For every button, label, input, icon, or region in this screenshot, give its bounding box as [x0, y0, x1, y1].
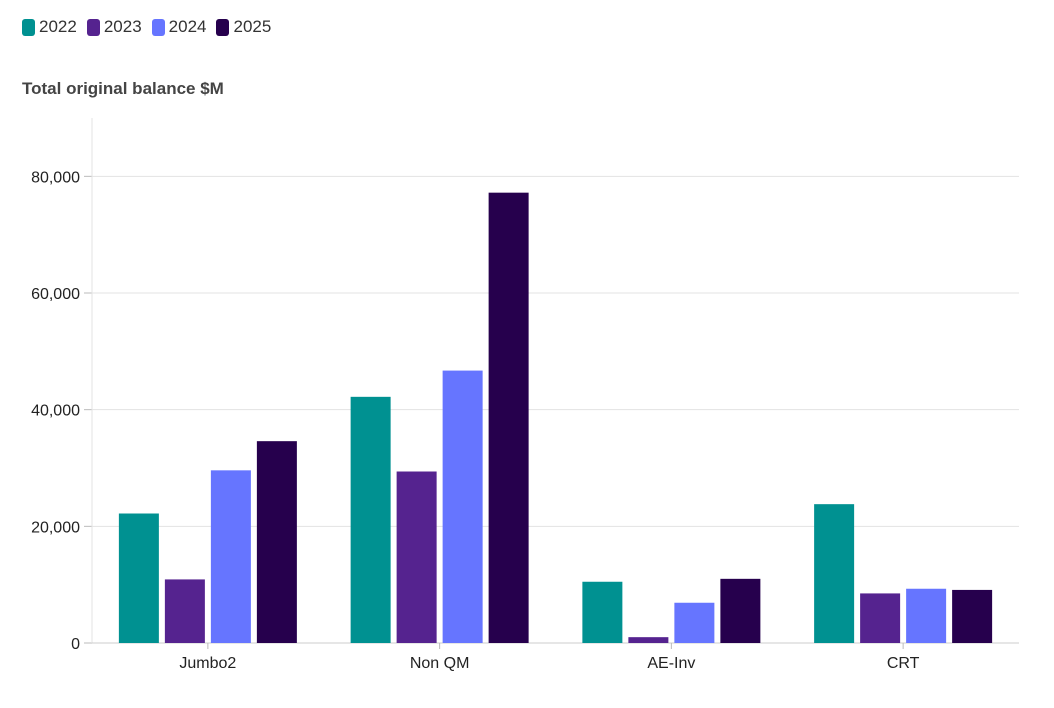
y-tick-label: 60,000: [31, 286, 80, 303]
bar-jumbo2-2022[interactable]: [118, 513, 159, 644]
legend-swatch: [151, 18, 165, 36]
legend-label: 2025: [233, 17, 272, 36]
bars: [118, 192, 993, 644]
x-tick-label: AE-Inv: [647, 655, 695, 672]
bar-ae-inv-2023[interactable]: [628, 637, 669, 643]
bar-ae-inv-2024[interactable]: [674, 602, 715, 643]
bar-non-qm-2023[interactable]: [396, 471, 437, 644]
legend-item-2024[interactable]: 2024: [151, 17, 207, 37]
bar-non-qm-2025[interactable]: [488, 192, 529, 643]
bar-jumbo2-2025[interactable]: [256, 441, 297, 643]
bar-ae-inv-2025[interactable]: [720, 578, 761, 643]
legend-swatch: [22, 18, 35, 36]
chart-legend: 2022 2023 2024 2025: [22, 17, 271, 37]
gridlines: [92, 175, 1019, 527]
y-tick-label: 20,000: [31, 519, 80, 536]
x-tick-label: Jumbo2: [179, 655, 236, 672]
bar-ae-inv-2022[interactable]: [582, 581, 623, 643]
legend-label: 2024: [168, 17, 207, 36]
legend-label: 2022: [39, 17, 77, 36]
legend-item-2022[interactable]: 2022: [22, 17, 77, 37]
bar-jumbo2-2024[interactable]: [210, 470, 251, 643]
tick-labels: 0 20,000 40,000 60,000 80,000 Jumbo2 Non QM AE-…: [31, 169, 920, 672]
bar-crt-2024[interactable]: [906, 588, 947, 643]
y-tick-label: 0: [71, 636, 80, 653]
bar-crt-2023[interactable]: [860, 593, 901, 643]
bar-crt-2025[interactable]: [952, 589, 993, 643]
legend-item-2025[interactable]: 2025: [216, 17, 271, 37]
bar-jumbo2-2023[interactable]: [164, 579, 205, 643]
x-tick-label: CRT: [887, 655, 920, 672]
bar-crt-2022[interactable]: [814, 504, 855, 643]
legend-label: 2023: [103, 17, 142, 36]
legend-swatch: [216, 18, 230, 36]
bar-non-qm-2024[interactable]: [442, 370, 483, 643]
y-axis-label: Total original balance $M: [22, 79, 224, 98]
bar-non-qm-2022[interactable]: [350, 396, 391, 643]
y-tick-label: 40,000: [31, 403, 80, 420]
y-tick-label: 80,000: [31, 169, 80, 186]
legend-swatch: [86, 18, 100, 36]
legend-item-2023[interactable]: 2023: [86, 17, 142, 37]
x-tick-label: Non QM: [410, 655, 470, 672]
